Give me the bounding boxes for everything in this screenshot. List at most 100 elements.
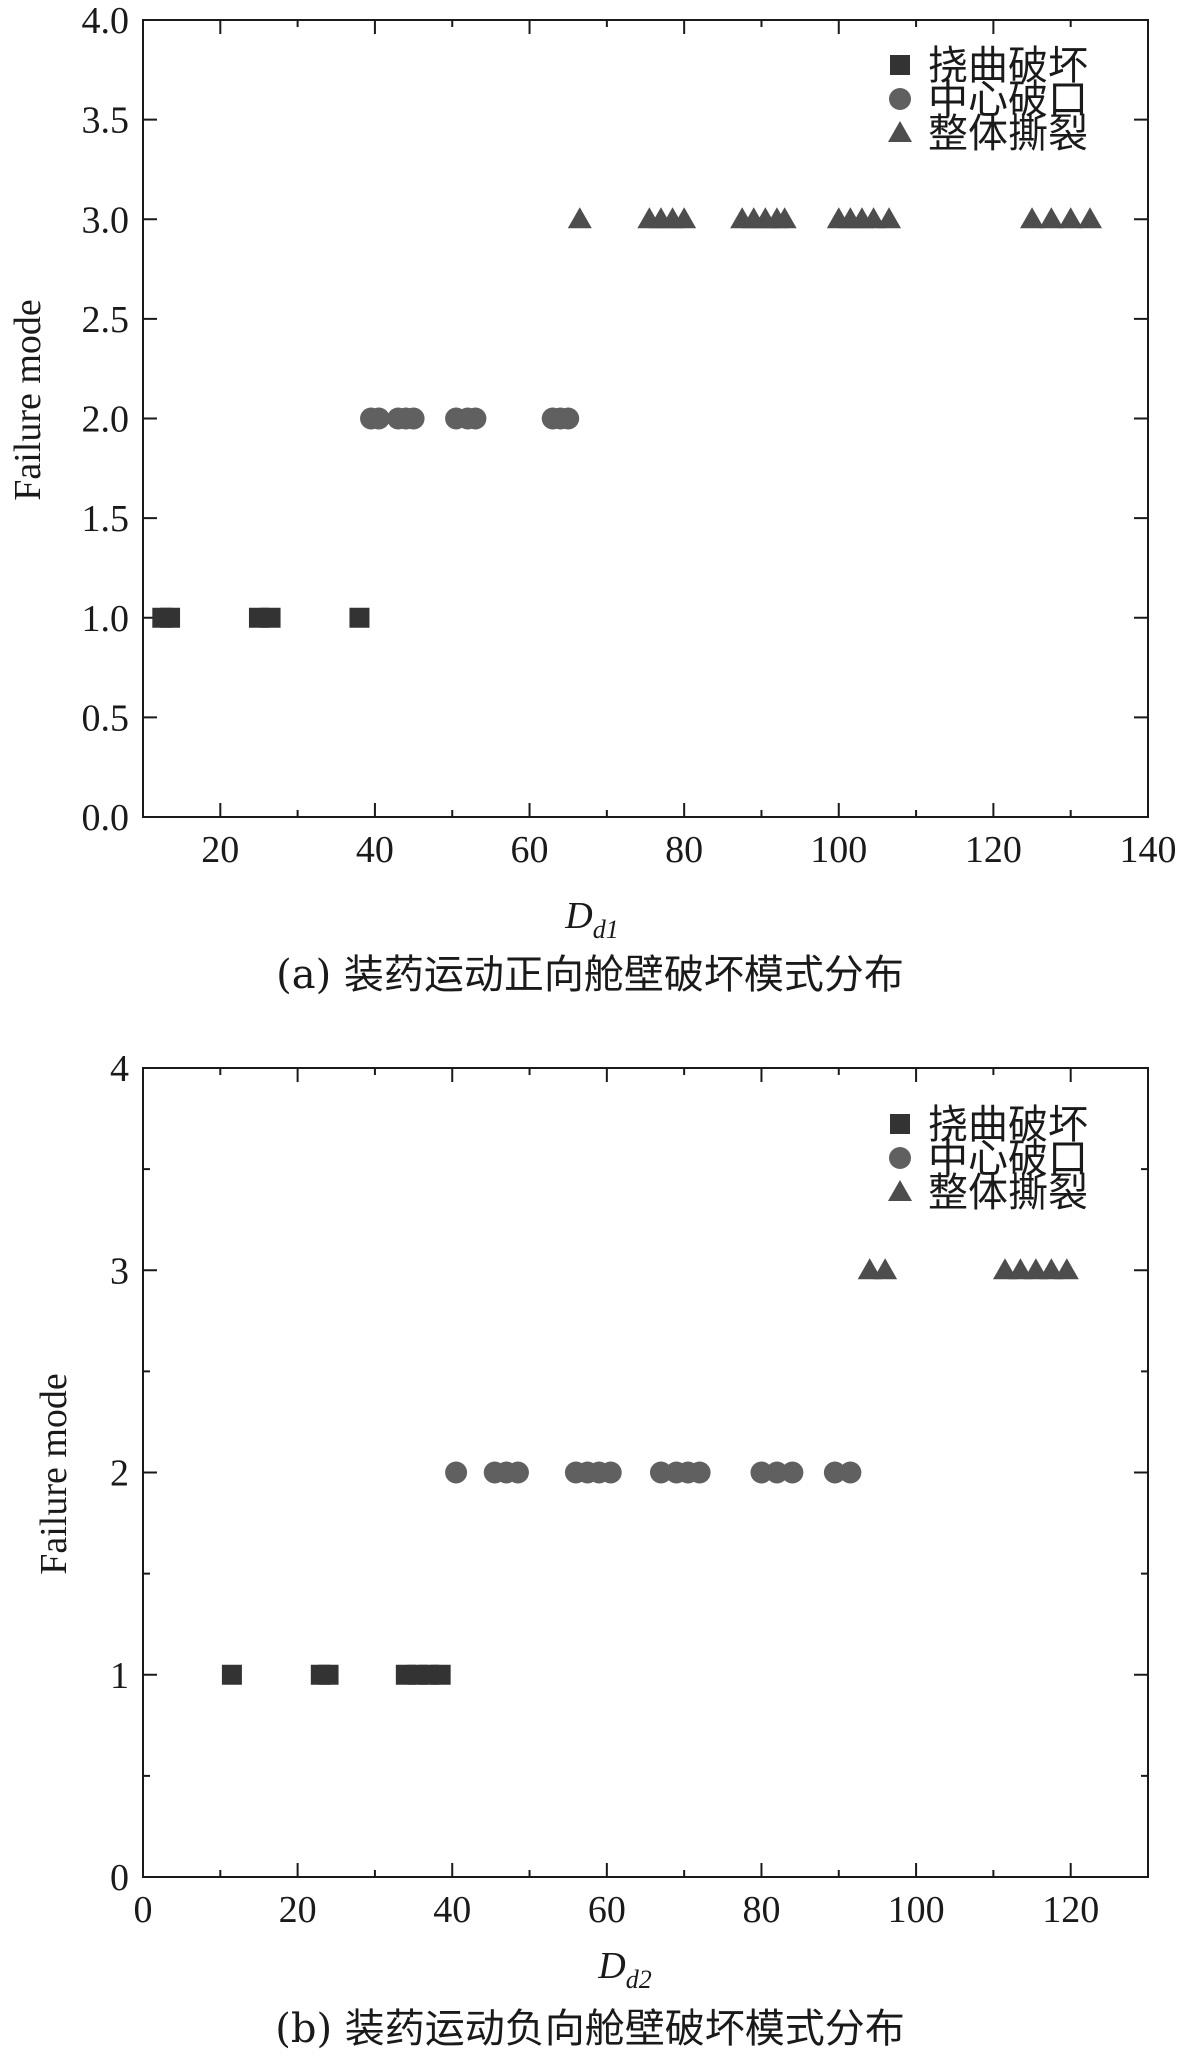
data-point-b-1-7 — [599, 1461, 622, 1484]
series-b-circle — [445, 1461, 862, 1484]
legend-marker-b-2 — [888, 1180, 912, 1201]
data-point-b-1-14 — [781, 1461, 804, 1484]
legend-marker-a-1 — [889, 88, 911, 110]
data-point-b-0-0 — [221, 1664, 242, 1685]
x-tick-label-a-4: 100 — [810, 829, 867, 871]
data-point-b-1-8 — [649, 1461, 672, 1484]
data-point-b-2-1 — [873, 1258, 898, 1280]
x-tick-label-b-5: 100 — [888, 1889, 945, 1931]
y-tick-label-a-7: 3.5 — [82, 100, 130, 142]
series-b-triangle — [857, 1258, 1079, 1280]
data-point-a-2-15 — [1020, 207, 1045, 229]
data-point-a-2-17 — [1058, 207, 1083, 229]
y-axis-label-a: Failure mode — [7, 299, 49, 501]
x-tick-label-a-6: 140 — [1120, 829, 1177, 871]
caption-a: (a) 装药运动正向舱壁破坏模式分布 — [276, 952, 904, 998]
legend-label-b-1: 中心破口 — [928, 1136, 1088, 1182]
x-axis-label-main-a: D — [564, 895, 592, 937]
y-axis-label-b: Failure mode — [33, 1373, 75, 1575]
x-axis-label-sub-b: d2 — [626, 1965, 652, 1994]
y-tick-label-a-5: 2.5 — [82, 299, 130, 341]
data-point-b-2-0 — [857, 1258, 882, 1280]
x-tick-label-a-5: 120 — [965, 829, 1022, 871]
legend-marker-b-0 — [890, 1114, 910, 1134]
legend-label-a-2: 整体撕裂 — [928, 111, 1088, 157]
x-tick-label-a-3: 80 — [665, 829, 703, 871]
data-point-a-2-13 — [861, 207, 886, 229]
plot-area-a: 20 40 60 80 100 120 140 0.0 0.5 1.0 1.5 2.0 2.5 3.0 3.… — [82, 0, 1177, 871]
data-point-a-1-10 — [557, 407, 580, 430]
data-point-b-1-11 — [688, 1461, 711, 1484]
data-point-b-1-0 — [445, 1461, 468, 1484]
data-point-a-1-4 — [402, 407, 425, 430]
y-tick-label-a-6: 3.0 — [82, 199, 130, 241]
data-point-b-2-6 — [1054, 1258, 1079, 1280]
legend-label-a-1: 中心破口 — [928, 77, 1088, 123]
data-point-b-1-13 — [765, 1461, 788, 1484]
data-point-b-2-5 — [1039, 1258, 1064, 1280]
series-b-square — [221, 1664, 451, 1685]
x-tick-label-a-1: 40 — [356, 829, 394, 871]
y-tick-label-a-3: 1.5 — [82, 498, 130, 540]
y-tick-label-b-0: 0 — [110, 1857, 129, 1899]
data-point-a-2-4 — [672, 207, 697, 229]
data-point-b-0-6 — [430, 1664, 451, 1685]
data-point-a-1-1 — [367, 407, 390, 430]
data-point-a-2-0 — [567, 207, 592, 229]
data-point-b-2-4 — [1023, 1258, 1048, 1280]
data-point-a-2-9 — [772, 207, 797, 229]
y-axis-title-b: Failure mode — [33, 1373, 75, 1575]
x-tick-label-a-0: 20 — [201, 829, 239, 871]
legend-marker-b-1 — [889, 1147, 911, 1169]
x-tick-label-b-6: 120 — [1042, 1889, 1099, 1931]
legend-label-b-0: 挠曲破坏 — [928, 1102, 1088, 1148]
x-axis-label-main-b: D — [597, 1945, 625, 1987]
data-point-b-1-16 — [839, 1461, 862, 1484]
chart-panel-a: 20 40 60 80 100 120 140 0.0 0.5 1.0 1.5 2.0 2.5 3.0 3.… — [7, 0, 1177, 998]
data-point-a-0-4 — [349, 607, 370, 628]
x-tick-label-b-0: 0 — [134, 1889, 153, 1931]
y-tick-label-a-4: 2.0 — [82, 399, 130, 441]
x-tick-label-b-4: 80 — [742, 1889, 780, 1931]
x-tick-label-b-1: 20 — [279, 1889, 317, 1931]
y-tick-label-a-0: 0.0 — [82, 797, 130, 839]
y-tick-label-a-8: 4.0 — [82, 0, 130, 42]
y-axis-title-a: Failure mode — [7, 299, 49, 501]
data-point-a-2-14 — [877, 207, 902, 229]
x-tick-label-b-3: 60 — [588, 1889, 626, 1931]
y-tick-label-b-3: 3 — [110, 1250, 129, 1292]
data-point-a-0-1 — [160, 607, 181, 628]
data-point-b-2-3 — [1008, 1258, 1033, 1280]
y-tick-label-a-1: 0.5 — [82, 697, 130, 739]
data-point-b-2-2 — [992, 1258, 1017, 1280]
legend-marker-a-0 — [890, 55, 910, 75]
data-point-b-0-2 — [318, 1664, 339, 1685]
data-point-a-1-7 — [464, 407, 487, 430]
legend-label-a-0: 挠曲破坏 — [928, 43, 1088, 89]
y-tick-label-b-1: 1 — [110, 1655, 129, 1697]
y-tick-label-b-2: 2 — [110, 1453, 129, 1495]
x-tick-label-b-2: 40 — [433, 1889, 471, 1931]
legend-marker-a-2 — [888, 121, 912, 142]
x-axis-title-b: Dd2 — [597, 1945, 651, 1994]
y-tick-label-a-2: 1.0 — [82, 598, 130, 640]
x-tick-label-a-2: 60 — [511, 829, 549, 871]
data-point-a-0-3 — [260, 607, 281, 628]
legend-label-b-2: 整体撕裂 — [928, 1170, 1088, 1216]
data-point-a-2-16 — [1039, 207, 1064, 229]
x-axis-title-a: Dd1 — [564, 895, 618, 944]
series-a-square — [152, 607, 370, 628]
x-axis-label-sub-a: d1 — [593, 915, 619, 944]
y-tick-label-b-4: 4 — [110, 1048, 129, 1090]
data-point-b-1-3 — [506, 1461, 529, 1484]
series-a-circle — [360, 407, 580, 430]
data-point-a-2-18 — [1078, 207, 1103, 229]
data-point-b-1-15 — [823, 1461, 846, 1484]
data-point-b-1-12 — [750, 1461, 773, 1484]
series-a-triangle — [567, 207, 1103, 229]
